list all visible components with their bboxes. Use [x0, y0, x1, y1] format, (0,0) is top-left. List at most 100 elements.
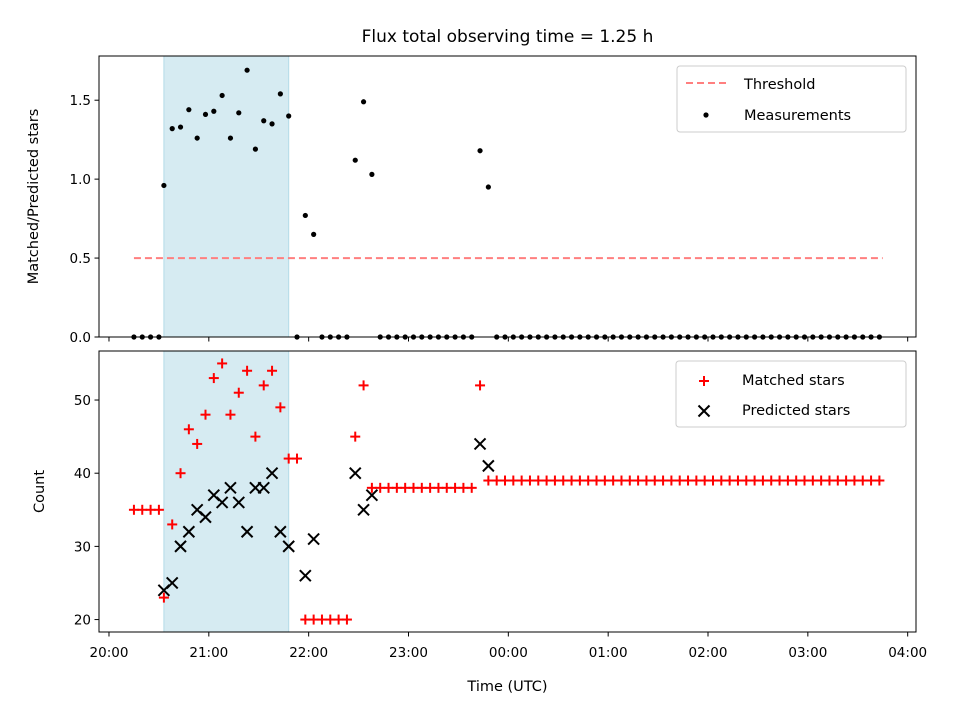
- top-y-axis-label: Matched/Predicted stars: [26, 109, 42, 285]
- x-marker-b: [357, 503, 370, 517]
- y-tick-label: 0.5: [70, 251, 91, 267]
- matched-star-point: [358, 380, 369, 391]
- top-y-ticks: 0.0 0.5 1.0 1.5: [70, 93, 99, 346]
- predicted-star-point: [473, 437, 487, 451]
- predicted-star-point: [224, 481, 237, 495]
- measurement-point: [311, 231, 317, 237]
- matched-star-point: [466, 482, 477, 493]
- y-tick-label: 0.0: [70, 330, 91, 346]
- x-marker-b: [240, 525, 254, 538]
- matched-star-point: [217, 358, 228, 369]
- matched-star-point: [208, 373, 219, 384]
- x-tick-label: 23:00: [389, 645, 428, 661]
- measurement-point: [277, 91, 283, 97]
- x-tick-label: 00:00: [489, 645, 528, 661]
- bottom-y-ticks: 20 30 40 50: [74, 393, 99, 629]
- legend-matched-label: Matched stars: [742, 373, 845, 389]
- predicted-star-point: [257, 481, 270, 495]
- predicted-star-point: [357, 503, 370, 517]
- x-axis-label: Time (UTC): [466, 679, 547, 695]
- x-marker-b: [274, 525, 287, 538]
- top-legend: Threshold Measurements: [676, 65, 907, 133]
- x-marker-b: [215, 496, 229, 509]
- top-legend-box: [676, 65, 907, 133]
- chart-title: Flux total observing time = 1.25 h: [362, 27, 654, 47]
- predicted-star-point: [307, 532, 320, 546]
- measurement-point: [352, 157, 358, 163]
- matched-star-point: [200, 409, 211, 420]
- top-x-ticks: [108, 337, 909, 342]
- matched-star-point: [233, 387, 244, 398]
- legend-matched-swatch: [699, 376, 709, 386]
- measurement-point: [369, 171, 375, 177]
- measurement-point: [302, 212, 308, 219]
- predicted-star-point: [482, 459, 495, 473]
- x-marker-b: [232, 496, 245, 509]
- x-marker-b: [349, 466, 362, 480]
- legend-threshold-label: Threshold: [743, 77, 815, 93]
- x-marker-b: [299, 569, 312, 582]
- matched-star-point: [874, 475, 885, 486]
- matched-star-point: [341, 614, 352, 625]
- measurement-point: [261, 118, 267, 124]
- predicted-star-point: [274, 525, 287, 538]
- matched-star-point: [153, 504, 164, 515]
- x-marker-b: [190, 503, 204, 517]
- predicted-star-point: [215, 496, 229, 509]
- measurement-point: [244, 67, 250, 73]
- matched-star-point: [167, 519, 178, 530]
- measurement-point: [211, 108, 217, 114]
- x-marker-b: [224, 481, 237, 495]
- matched-star-point: [475, 380, 486, 391]
- x-marker-b: [697, 404, 711, 418]
- bottom-legend-box: [675, 360, 907, 428]
- x-marker-b: [166, 576, 179, 590]
- x-tick-label: 01:00: [589, 645, 628, 661]
- predicted-star-point: [365, 488, 379, 502]
- y-tick-label: 1.0: [70, 172, 91, 188]
- matched-stars-layer: [128, 358, 885, 625]
- matched-star-point: [192, 438, 203, 449]
- y-tick-label: 1.5: [70, 93, 91, 109]
- predicted-star-point: [166, 576, 179, 590]
- matched-star-point: [292, 453, 303, 464]
- x-marker-b: [282, 540, 295, 553]
- top-axes-frame: [98, 55, 917, 338]
- measurement-point: [485, 184, 491, 190]
- x-marker-b: [257, 481, 270, 495]
- matched-star-point: [275, 402, 286, 413]
- measurement-point: [194, 135, 200, 141]
- x-marker-b: [365, 488, 379, 502]
- predicted-stars-layer: [157, 437, 495, 597]
- predicted-star-point: [299, 569, 312, 582]
- x-tick-label: 04:00: [888, 645, 927, 661]
- matched-star-point: [258, 380, 269, 391]
- measurement-point: [286, 113, 292, 119]
- bottom-axes-frame: [98, 350, 917, 633]
- x-marker-b: [207, 488, 221, 502]
- matched-star-point: [250, 431, 261, 442]
- observing-window-span: [163, 55, 290, 338]
- bottom-x-ticks: 20:00 21:00 22:00 23:00 00:00 01:00 02:00 03:00…: [90, 632, 927, 661]
- bottom-panel: 20 30 40 50 20:00 21:00 22:00 23:00 00:00 01:00 0…: [32, 350, 927, 695]
- measurement-point: [161, 182, 167, 189]
- predicted-star-point: [232, 496, 245, 509]
- legend-measurements-swatch: [703, 112, 709, 118]
- bottom-legend: Matched stars Predicted stars: [675, 360, 907, 428]
- x-tick-label: 21:00: [189, 645, 228, 661]
- x-marker-b: [473, 437, 487, 451]
- matched-star-point: [225, 409, 236, 420]
- x-tick-label: 03:00: [788, 645, 827, 661]
- y-tick-label: 20: [74, 613, 91, 629]
- y-tick-label: 30: [74, 539, 91, 555]
- measurement-point: [169, 126, 175, 132]
- legend-plus-marker: [699, 376, 709, 386]
- matched-star-point: [350, 431, 361, 442]
- legend-predicted-label: Predicted stars: [742, 403, 850, 419]
- measurement-point: [177, 124, 184, 130]
- measurement-point: [360, 99, 367, 105]
- y-tick-label: 50: [74, 393, 91, 409]
- predicted-star-point: [199, 510, 212, 524]
- predicted-star-point: [265, 466, 279, 480]
